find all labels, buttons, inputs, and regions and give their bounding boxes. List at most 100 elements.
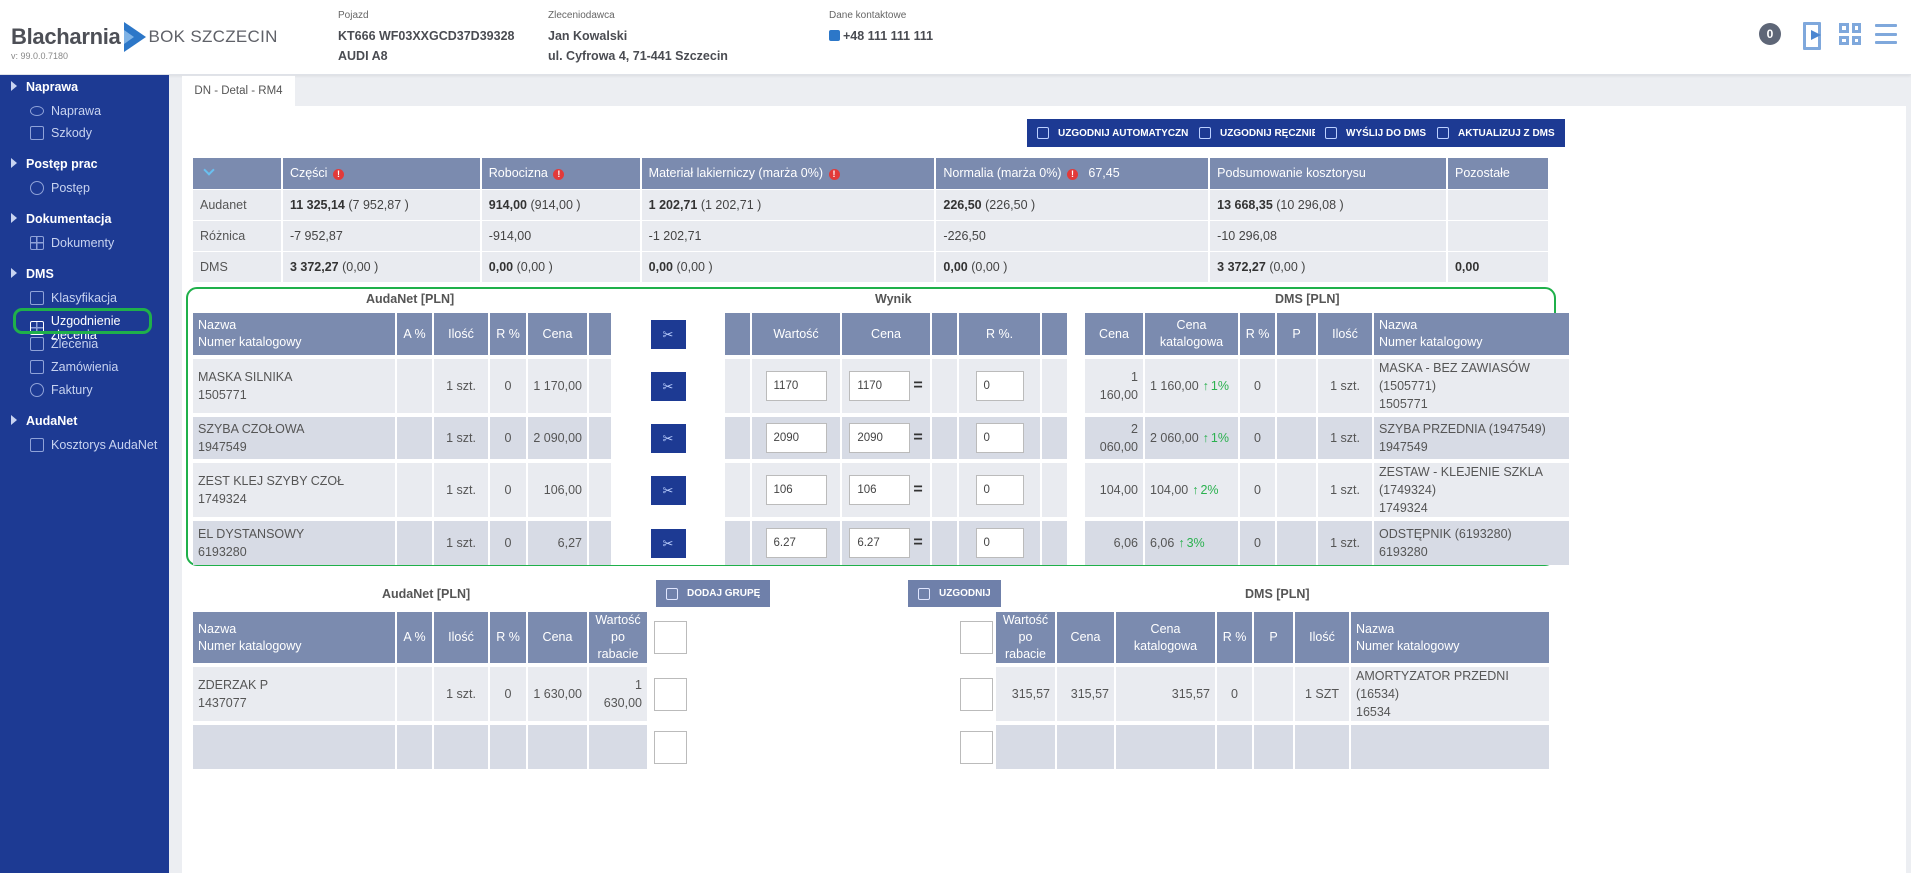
update-from-dms-button[interactable]: AKTUALIZUJ Z DMS [1427, 119, 1565, 147]
sidebar-item-szkody[interactable]: Szkody [30, 126, 92, 140]
add-group-button[interactable]: DODAJ GRUPĘ [656, 580, 771, 607]
col-dms-name: Nazwa Numer katalogowy [1373, 313, 1571, 357]
equals-icon: = [913, 534, 923, 551]
vehicle-label: Pojazd [338, 10, 369, 21]
sidebar-item-faktury[interactable]: Faktury [30, 383, 93, 397]
cell [396, 413, 434, 461]
select-cell [954, 721, 996, 769]
sidebar-group-naprawa[interactable]: Naprawa [11, 80, 78, 94]
dms-row-checkbox[interactable] [960, 677, 993, 711]
reconcile-button[interactable]: UZGODNIJ [908, 580, 1001, 607]
cell: 6,06 [1084, 517, 1145, 565]
cell [396, 355, 434, 415]
send-to-dms-button[interactable]: WYŚLIJ DO DMS [1315, 119, 1437, 147]
r-pct-input[interactable]: 0 [975, 475, 1024, 505]
sidebar-item-kosztorys-audanet[interactable]: Kosztorys AudaNet [30, 438, 157, 452]
col-dms-name: Nazwa Numer katalogowy [1350, 612, 1551, 665]
r-pct-input[interactable]: 0 [975, 371, 1024, 401]
select-all-dms-checkbox[interactable] [960, 621, 993, 654]
cell [1276, 517, 1318, 565]
col-dms-price: Cena [1084, 313, 1145, 357]
cell: 226,50 (226,50 ) [935, 188, 1211, 220]
unlink-button[interactable]: ✂ [650, 475, 686, 505]
equals-icon: = [913, 377, 923, 394]
sidebar-item-dokumenty[interactable]: Dokumenty [30, 236, 114, 250]
reconcile-auto-button[interactable]: UZGODNIJ AUTOMATYCZNIE [1027, 119, 1208, 147]
select-cell [954, 663, 996, 723]
table-row: ZDERZAK P 1437077 1 szt. 0 1 630,00 1 630… [193, 663, 1551, 723]
update-icon [1437, 127, 1449, 139]
cell: 1 szt. [433, 413, 490, 461]
sidebar-group-dms[interactable]: DMS [11, 267, 54, 281]
unlink-all-button[interactable]: ✂ [650, 319, 686, 349]
cell: 1 202,71 (1 202,71 ) [640, 188, 937, 220]
col-dms-value-discount: Wartość po rabacie [995, 612, 1057, 665]
value-input[interactable]: 2090 [765, 423, 827, 453]
arrow-up-icon: 3% [1178, 536, 1204, 550]
cell: 1 szt. [1317, 517, 1374, 565]
qr-icon[interactable] [1839, 23, 1861, 45]
cell [1041, 459, 1069, 519]
cell: 1 szt. [433, 517, 490, 565]
unlink-button[interactable]: ✂ [650, 423, 686, 453]
summary-row-audanet: Audanet 11 325,14 (7 952,87 ) 914,00 (91… [193, 188, 1551, 220]
arrow-up-icon: 2% [1192, 483, 1218, 497]
sidebar-group-postep-prac[interactable]: Postęp prac [11, 157, 98, 171]
unlink-button[interactable]: ✂ [650, 528, 686, 558]
value-input[interactable]: 106 [765, 475, 827, 505]
unlink-button[interactable]: ✂ [650, 371, 686, 401]
cell [588, 413, 613, 461]
sidebar-item-zlecenia[interactable]: Zlecenia [30, 337, 98, 351]
dms-row-checkbox[interactable] [960, 730, 993, 764]
cell: 6.27 [751, 517, 842, 565]
cell: 914,00 (914,00 ) [480, 188, 642, 220]
cell: 1 160,001% [1144, 355, 1240, 415]
col-gap [1068, 355, 1085, 415]
notification-badge[interactable]: 0 [1759, 23, 1781, 45]
menu-icon[interactable] [1875, 24, 1897, 44]
tab-dn-detal[interactable]: DN - Detal - RM4 [182, 75, 295, 106]
sidebar-item-postep[interactable]: Postęp [30, 181, 90, 195]
cell [433, 721, 490, 769]
sidebar-group-audanet[interactable]: AudaNet [11, 414, 77, 428]
col-empty [1041, 313, 1069, 357]
cell [724, 355, 752, 415]
logo[interactable]: Blacharnia BOK SZCZECIN [11, 22, 278, 52]
client-label: Zleceniodawca [548, 10, 615, 21]
contact-info: Dane kontaktowe +48 111 111 111 [829, 10, 933, 46]
select-all-audanet-checkbox[interactable] [654, 621, 687, 654]
cell: 106 = [841, 459, 932, 519]
contact-phone[interactable]: +48 111 111 111 [829, 26, 933, 46]
sidebar-group-dokumentacja[interactable]: Dokumentacja [11, 212, 111, 226]
cell [724, 413, 752, 461]
row-checkbox[interactable] [654, 730, 687, 764]
r-pct-input[interactable]: 0 [975, 528, 1024, 558]
price-input[interactable]: 106 [849, 475, 911, 505]
value-input[interactable]: 1170 [765, 371, 827, 401]
unlink-cell: ✂ [612, 355, 725, 415]
price-input[interactable]: 1170 [849, 371, 911, 401]
cell: 6,063% [1144, 517, 1240, 565]
cell [588, 459, 613, 519]
r-pct-input[interactable]: 0 [975, 423, 1024, 453]
sidebar-item-naprawa[interactable]: Naprawa [30, 104, 101, 118]
unlink-cell: ✂ [612, 459, 725, 519]
col-dms-catalog-price: Cena katalogowa [1144, 313, 1240, 357]
reconcile-manual-button[interactable]: UZGODNIJ RĘCZNIE [1189, 119, 1329, 147]
cell: 0 [489, 663, 528, 723]
estimate-icon [30, 438, 44, 452]
row-checkbox[interactable] [654, 677, 687, 711]
price-input[interactable]: 6.27 [849, 528, 911, 558]
logo-sub-text: BOK SZCZECIN [148, 27, 278, 46]
vehicle-plate-vin: KT666 WF03XXGCD37D39328 [338, 29, 515, 43]
matched-result-title: Wynik [875, 292, 912, 306]
sidebar-item-klasyfikacja[interactable]: Klasyfikacja [30, 291, 117, 305]
sidebar-item-zamowienia[interactable]: Zamówienia [30, 360, 118, 374]
logout-icon[interactable] [1801, 22, 1825, 50]
cell [396, 721, 434, 769]
price-input[interactable]: 2090 [849, 423, 911, 453]
col-name: Nazwa Numer katalogowy [193, 612, 397, 665]
value-input[interactable]: 6.27 [765, 528, 827, 558]
collapse-toggle[interactable] [193, 158, 283, 189]
documents-icon [30, 236, 44, 250]
